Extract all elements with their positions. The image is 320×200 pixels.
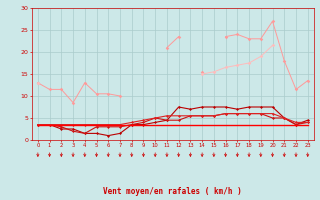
Text: Vent moyen/en rafales ( km/h ): Vent moyen/en rafales ( km/h ) <box>103 187 242 196</box>
